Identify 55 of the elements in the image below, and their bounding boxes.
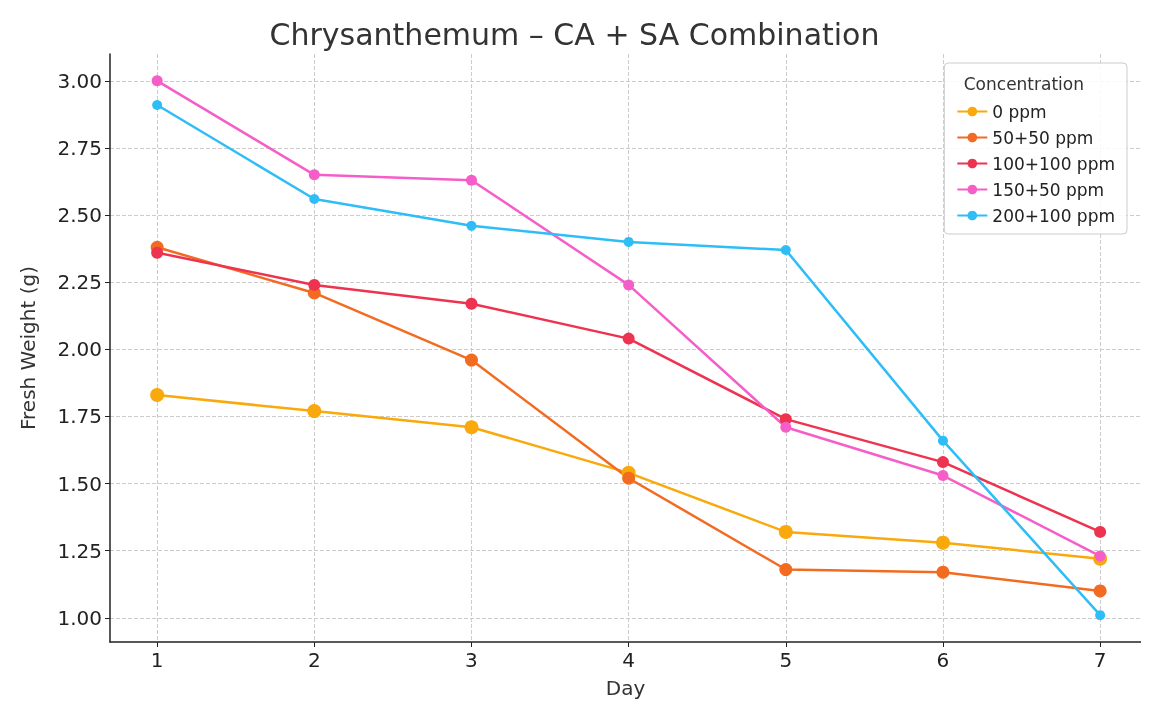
- point: [1094, 525, 1107, 538]
- point: [780, 421, 792, 433]
- point: [623, 279, 635, 291]
- point: [466, 220, 477, 231]
- point: [308, 278, 321, 291]
- legend-label: 200+100 ppm: [992, 205, 1115, 226]
- point: [309, 193, 320, 204]
- point: [464, 353, 478, 367]
- y-axis-title: Fresh Weight (g): [16, 266, 40, 430]
- legend-title: Concentration: [963, 73, 1084, 94]
- x-tick-label: 6: [936, 648, 950, 672]
- point: [465, 174, 477, 186]
- legend-label: 50+50 ppm: [992, 127, 1094, 148]
- y-tick-label: 3.00: [57, 68, 102, 93]
- point: [152, 100, 163, 111]
- legend-label: 0 ppm: [992, 101, 1047, 122]
- point: [464, 420, 479, 435]
- y-tick-label: 2.75: [57, 135, 102, 160]
- x-axis-title: Day: [605, 676, 646, 700]
- point: [779, 563, 793, 576]
- x-tick-label: 4: [622, 648, 636, 672]
- y-tick-label: 1.25: [57, 538, 102, 563]
- y-tick-label: 2.50: [57, 203, 102, 228]
- point: [1093, 584, 1107, 598]
- x-tick-label: 5: [779, 648, 793, 672]
- point: [623, 236, 634, 247]
- point: [937, 435, 948, 446]
- point: [935, 535, 950, 550]
- y-tick-label: 1.75: [57, 404, 102, 429]
- point: [778, 524, 793, 539]
- point: [465, 297, 478, 310]
- y-tick-label: 1.00: [57, 605, 102, 630]
- point: [307, 404, 322, 419]
- y-tick-label: 2.25: [57, 270, 102, 295]
- point: [622, 332, 635, 345]
- point: [151, 246, 164, 259]
- point: [937, 470, 949, 482]
- point: [780, 245, 791, 255]
- x-tick-label: 1: [150, 648, 164, 672]
- legend-label: 150+50 ppm: [992, 179, 1105, 200]
- point: [1095, 610, 1106, 621]
- point: [622, 471, 636, 485]
- y-tick-label: 2.00: [57, 337, 102, 362]
- legend-label: 100+100 ppm: [992, 153, 1115, 174]
- point: [150, 387, 165, 402]
- point: [308, 169, 320, 181]
- x-tick-label: 3: [465, 648, 478, 672]
- y-tick-label: 1.50: [57, 471, 102, 496]
- point: [151, 75, 163, 87]
- x-tick-label: 7: [1093, 648, 1107, 672]
- point: [936, 456, 949, 469]
- chart-title: Chrysanthemum – CA + SA Combination: [269, 16, 880, 52]
- point: [1094, 550, 1106, 562]
- point: [936, 565, 950, 579]
- x-tick-label: 2: [307, 648, 321, 672]
